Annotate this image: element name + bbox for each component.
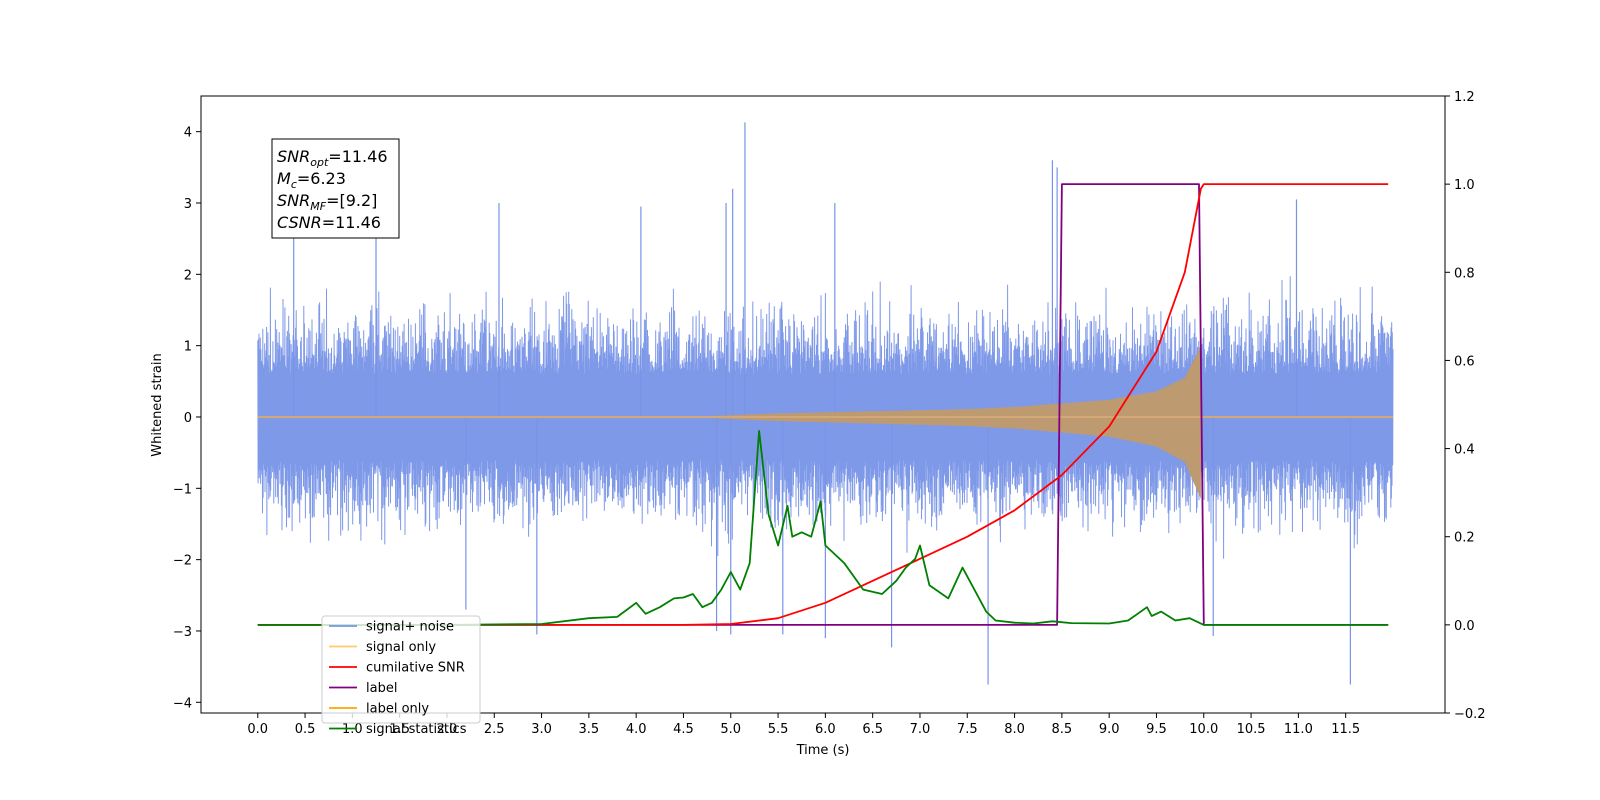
- x-tick-label: 7.5: [957, 722, 978, 737]
- x-tick-label: 11.0: [1284, 722, 1313, 737]
- x-tick-label: 10.5: [1237, 722, 1266, 737]
- legend-entry-label: label only: [366, 702, 429, 717]
- x-tick-label: 5.5: [768, 722, 789, 737]
- series-signal-statistics-line: [257, 430, 1389, 626]
- x-tick-label: 9.5: [1146, 722, 1167, 737]
- x-tick-label: 8.0: [1004, 722, 1025, 737]
- y-right-tick-label: 0.6: [1454, 354, 1475, 369]
- legend-entry-label: cumilative SNR: [366, 661, 465, 676]
- y-left-tick-label: −4: [173, 696, 192, 711]
- annotation-var: SNR: [277, 191, 310, 210]
- annotation-subscript: c: [291, 178, 297, 191]
- y-left-tick-label: 2: [184, 268, 192, 283]
- y-axis-left: −4 −3 −2 −1 0 1 2 3 4: [173, 126, 201, 711]
- x-tick-label: 5.0: [720, 722, 741, 737]
- annotation-value: =11.46: [322, 213, 381, 232]
- series-signal-only-envelope: [683, 345, 1201, 499]
- x-tick-label: 4.5: [673, 722, 694, 737]
- legend-frame: [321, 615, 481, 724]
- annotation-line: CSNR=11.46: [277, 213, 381, 232]
- annotation-line: SNRopt=11.46: [277, 147, 388, 169]
- y-right-tick-label: 0.0: [1454, 619, 1475, 634]
- legend: signal+ noise signal only cumilative SNR la…: [321, 615, 481, 737]
- x-tick-label: 4.0: [626, 722, 647, 737]
- x-tick-label: 11.5: [1331, 722, 1360, 737]
- y-right-tick-label: 0.4: [1454, 443, 1475, 458]
- x-tick-label: 2.0: [437, 722, 458, 737]
- annotation-var: SNR: [277, 147, 310, 166]
- x-tick-label: 7.0: [910, 722, 931, 737]
- annotation-value: =[9.2]: [326, 191, 377, 210]
- x-axis: 0.0 0.5 1.0 1.5 2.0 2.5 3.0 3.5 4.0 4.5 5.0 5.5 6.0 6…: [247, 713, 1360, 737]
- plot-area: [257, 122, 1394, 685]
- annotation-line: Mc=6.23: [277, 169, 346, 191]
- y-left-tick-label: −3: [173, 625, 192, 640]
- annotation-value: =11.46: [328, 147, 387, 166]
- annotation-box-frame: [271, 138, 400, 239]
- annotation-value: =6.23: [297, 169, 346, 188]
- x-tick-label: 3.5: [579, 722, 600, 737]
- y-axis-label: Whitened strain: [150, 353, 165, 456]
- axes-frame: [200, 95, 1446, 714]
- annotation-var: CSNR: [277, 213, 322, 232]
- x-tick-label: 3.0: [531, 722, 552, 737]
- annotation-line: SNRMF=[9.2]: [277, 191, 377, 213]
- x-tick-label: 2.5: [484, 722, 505, 737]
- y-right-tick-label: 1.0: [1454, 178, 1475, 193]
- x-tick-label: 0.5: [295, 722, 316, 737]
- x-tick-label: 6.5: [862, 722, 883, 737]
- x-tick-label: 8.5: [1052, 722, 1073, 737]
- x-tick-label: 1.0: [342, 722, 363, 737]
- y-right-tick-label: −0.2: [1454, 707, 1486, 722]
- x-axis-label: Time (s): [796, 743, 850, 758]
- y-right-tick-label: 1.2: [1454, 90, 1475, 105]
- x-tick-label: 9.0: [1099, 722, 1120, 737]
- y-left-tick-label: 1: [184, 340, 192, 355]
- legend-entry-label: signal+ noise: [366, 620, 454, 635]
- series-signal-noise-line: [257, 276, 1394, 559]
- legend-entry-label: label: [366, 681, 397, 696]
- x-tick-label: 1.5: [389, 722, 410, 737]
- y-left-tick-label: −1: [173, 482, 192, 497]
- series-cumulative-snr-line: [257, 183, 1389, 626]
- y-left-tick-label: 0: [184, 411, 192, 426]
- x-tick-label: 10.0: [1189, 722, 1218, 737]
- legend-entry-label: signal statistics: [366, 722, 467, 737]
- legend-entry-label: signal only: [366, 640, 436, 655]
- y-axis-right: −0.2 0.0 0.2 0.4 0.6 0.8 1.0 1.2: [1445, 90, 1486, 722]
- annotation-subscript: MF: [310, 200, 326, 213]
- y-left-tick-label: 4: [184, 126, 192, 141]
- y-right-tick-label: 0.2: [1454, 531, 1475, 546]
- annotation-var: M: [277, 169, 291, 188]
- x-tick-label: 6.0: [815, 722, 836, 737]
- annotation-subscript: opt: [310, 156, 329, 169]
- y-left-tick-label: 3: [184, 197, 192, 212]
- y-right-tick-label: 0.8: [1454, 266, 1475, 281]
- y-left-tick-label: −2: [173, 554, 192, 569]
- x-tick-label: 0.0: [247, 722, 268, 737]
